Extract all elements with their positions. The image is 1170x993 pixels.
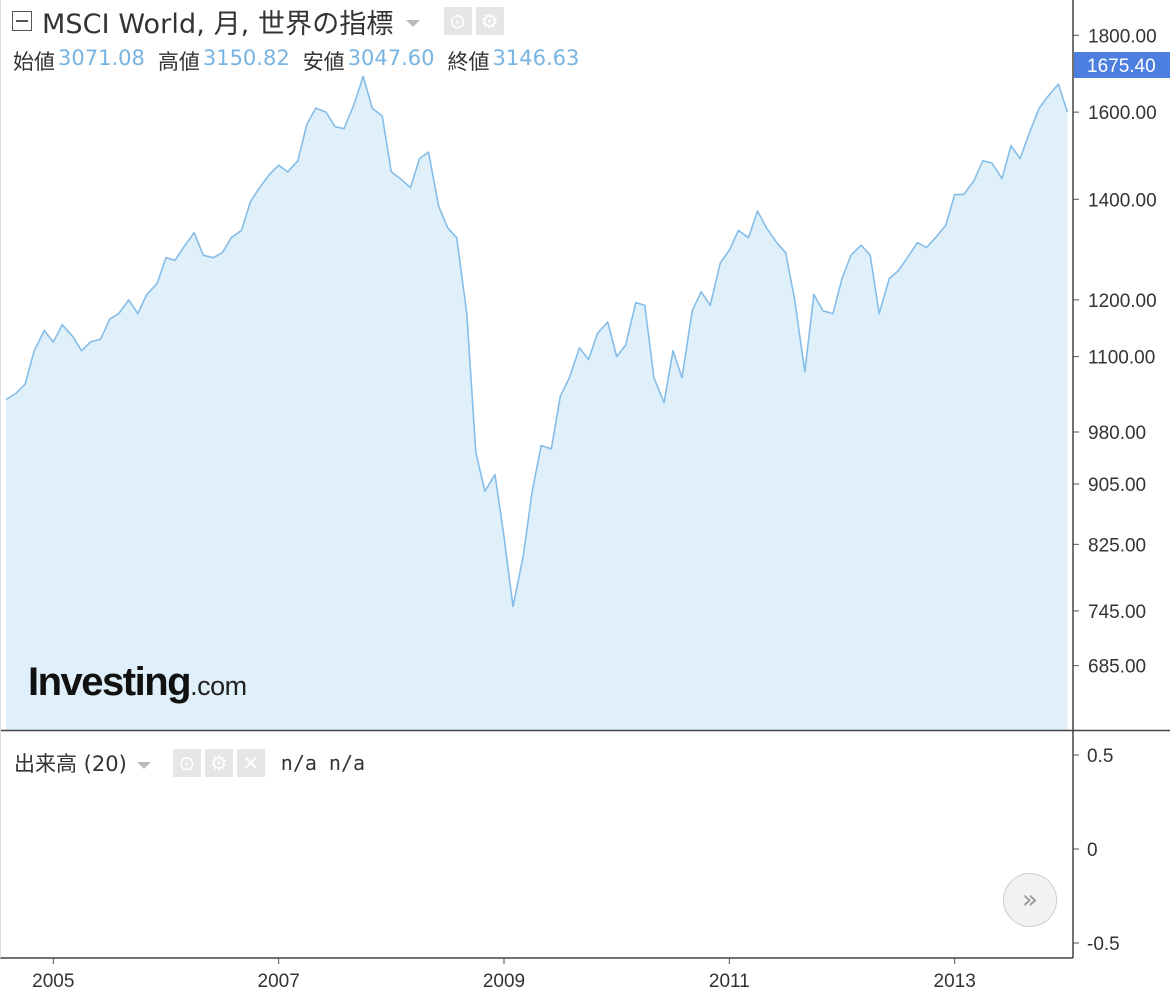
logo-domain: .com [190, 671, 247, 701]
y-tick-label: 980.00 [1088, 423, 1146, 444]
price-area-series [5, 75, 1069, 730]
close-icon[interactable]: ✕ [236, 749, 265, 777]
collapse-icon[interactable] [12, 11, 32, 31]
x-tick-label: 2007 [258, 971, 300, 992]
x-tick-label: 2013 [934, 971, 976, 992]
chevron-down-icon[interactable] [136, 761, 151, 769]
last-price-value: 1675.40 [1087, 56, 1156, 77]
y-tick-label: 1200.00 [1088, 291, 1157, 312]
gear-icon[interactable]: ⚙ [475, 7, 504, 35]
y-tick-label: 685.00 [1088, 657, 1146, 678]
logo-wordmark: Investing [28, 660, 192, 704]
volume-value: n/a [280, 751, 317, 775]
open-value: 3071.08 [58, 46, 145, 70]
close-value: 3146.63 [492, 46, 580, 70]
chart-frame [0, 0, 1170, 959]
last-price-badge-bg [1074, 52, 1170, 78]
y-tick-label: 1400.00 [1088, 190, 1157, 211]
x-tick-label: 2009 [483, 971, 525, 992]
volume-tick-label: -0.5 [1087, 934, 1120, 955]
double-chevron-right-icon: » [1022, 885, 1038, 915]
high-label: 高値 [157, 50, 200, 74]
price-y-axis: 1800.00 1600.00 1400.00 1200.00 1100.00 980.0… [1073, 26, 1157, 678]
volume-tick-label: 0.5 [1087, 746, 1113, 767]
y-tick-label: 1600.00 [1088, 103, 1157, 124]
eye-icon[interactable]: ⊙ [172, 749, 201, 777]
y-tick-label: 905.00 [1088, 475, 1146, 496]
low-label: 安値 [302, 50, 345, 74]
low-value: 3047.60 [347, 46, 435, 70]
price-area-fill [6, 76, 1068, 730]
chart-title-bar: MSCI World, 月, 世界の指標 ⊙ ⚙ [12, 3, 504, 40]
x-tick-label: 2005 [32, 971, 74, 992]
open-label: 始値 [13, 50, 55, 74]
volume-y-axis: 0.5 0 -0.5 [1073, 746, 1120, 955]
high-value: 3150.82 [202, 46, 290, 70]
volume-ma-value: n/a [328, 751, 366, 775]
y-tick-label: 1800.00 [1088, 26, 1157, 47]
y-tick-label: 825.00 [1088, 535, 1146, 556]
investing-logo: Investing.com [28, 660, 247, 705]
y-tick-label: 745.00 [1088, 602, 1146, 623]
time-x-axis: 2005 2007 2009 2011 2013 [32, 958, 976, 992]
last-price-badge: 1675.40 [1074, 52, 1170, 78]
scroll-to-latest-button[interactable]: » [1003, 873, 1057, 927]
volume-indicator-bar: 出来高 (20) ⊙ ⚙ ✕ n/a n/a [14, 747, 365, 779]
gear-icon[interactable]: ⚙ [204, 749, 233, 777]
x-tick-label: 2011 [709, 971, 750, 992]
price-line [5, 75, 1069, 608]
chevron-down-icon[interactable] [405, 19, 420, 27]
ohlc-readout: 始値 3071.08 高値 3150.82 安値 3047.60 終値 3146… [13, 46, 592, 76]
volume-tick-label: 0 [1087, 840, 1098, 861]
volume-title: 出来高 (20) [14, 752, 127, 776]
eye-icon[interactable]: ⊙ [443, 7, 472, 35]
chart-title: MSCI World, 月, 世界の指標 [42, 8, 394, 40]
y-tick-label: 1100.00 [1088, 348, 1155, 369]
close-label: 終値 [447, 50, 490, 74]
